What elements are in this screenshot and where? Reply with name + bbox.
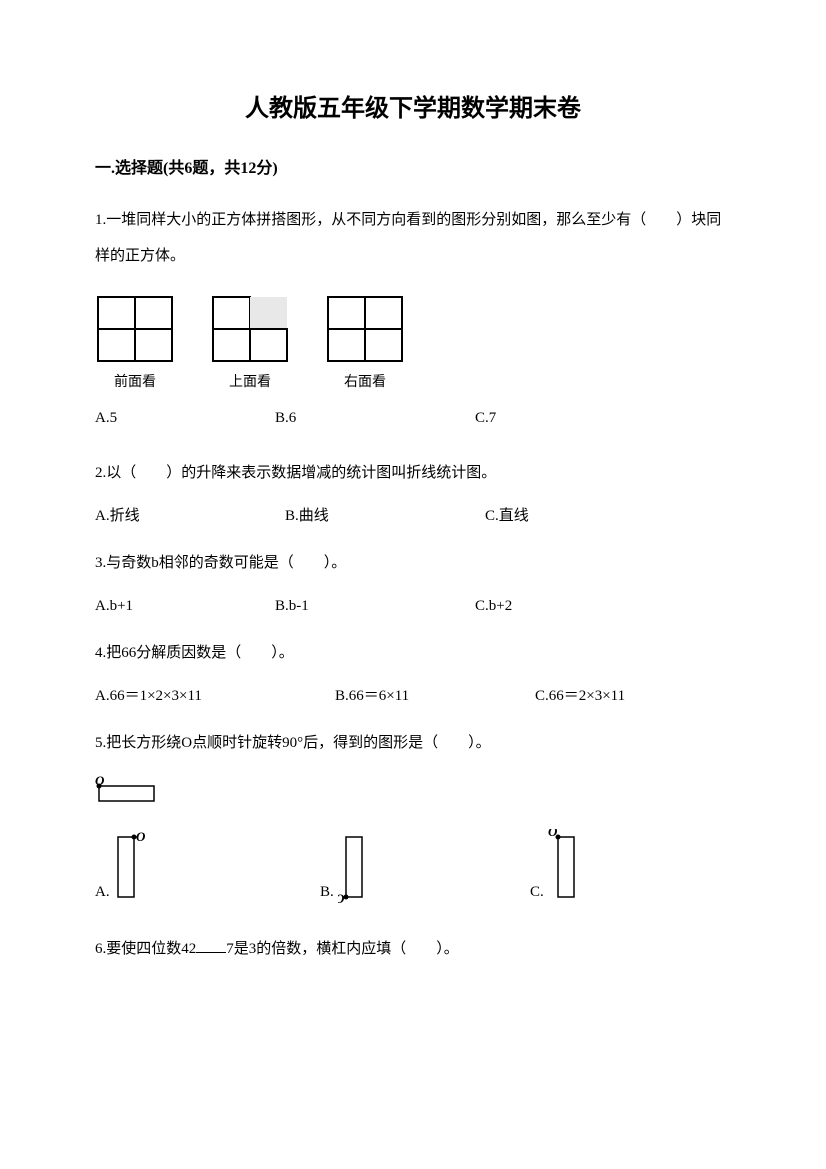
option-a: A.5 [95,406,275,430]
svg-text:O: O [338,891,345,904]
horizontal-rect-icon: O [95,774,165,804]
option-c: C.b+2 [475,594,731,618]
q5-options: A. O B. O C. O [95,829,731,904]
page-title: 人教版五年级下学期数学期末卷 [95,90,731,128]
option-b: B. O [320,829,530,904]
question-1: 1.一堆同样大小的正方体拼搭图形，从不同方向看到的图形分别如图，那么至少有（ ）… [95,202,731,274]
option-c: C. O [530,829,583,904]
grid-2x2-icon [325,294,405,364]
option-a: A.66＝1×2×3×11 [95,684,335,708]
option-c: C.直线 [485,504,731,528]
figure-label: 右面看 [344,372,386,394]
option-b: B.66＝6×11 [335,684,535,708]
q1-figure-top: 上面看 [210,294,290,394]
figure-label: 上面看 [229,372,271,394]
q1-figures: 前面看 上面看 右面看 [95,294,731,394]
blank-underline [196,952,226,953]
option-c: C.7 [475,406,731,430]
question-3: 3.与奇数b相邻的奇数可能是（ ）。 [95,548,731,578]
q2-options: A.折线 B.曲线 C.直线 [95,504,731,528]
option-b: B.6 [275,406,475,430]
section-header: 一.选择题(共6题，共12分) [95,156,731,182]
grid-2x2-icon [95,294,175,364]
q6-text-before: 6.要使四位数42 [95,941,196,957]
option-b: B.b-1 [275,594,475,618]
q1-options: A.5 B.6 C.7 [95,406,731,430]
option-a: A. O [95,829,320,904]
option-a: A.b+1 [95,594,275,618]
option-c: C.66＝2×3×11 [535,684,731,708]
question-6: 6.要使四位数42 7是3的倍数，横杠内应填（ ）。 [95,934,731,964]
question-4: 4.把66分解质因数是（ ）。 [95,638,731,668]
q6-text-after: 7是3的倍数，横杠内应填（ ）。 [226,941,459,957]
vertical-rect-bottom-left-icon: O [338,829,373,904]
figure-label: 前面看 [114,372,156,394]
vertical-rect-top-right-icon: O [114,829,149,904]
option-b: B.曲线 [285,504,485,528]
q5-original-figure: O [95,774,731,804]
svg-text:O: O [136,829,146,844]
q4-options: A.66＝1×2×3×11 B.66＝6×11 C.66＝2×3×11 [95,684,731,708]
q1-figure-front: 前面看 [95,294,175,394]
l-shape-icon [210,294,290,364]
vertical-rect-top-left-icon: O [548,829,583,904]
option-a: A.折线 [95,504,285,528]
q3-options: A.b+1 B.b-1 C.b+2 [95,594,731,618]
q1-figure-right: 右面看 [325,294,405,394]
question-5: 5.把长方形绕O点顺时针旋转90°后，得到的图形是（ ）。 [95,728,731,758]
svg-text:O: O [548,829,558,839]
question-2: 2.以（ ）的升降来表示数据增减的统计图叫折线统计图。 [95,458,731,488]
